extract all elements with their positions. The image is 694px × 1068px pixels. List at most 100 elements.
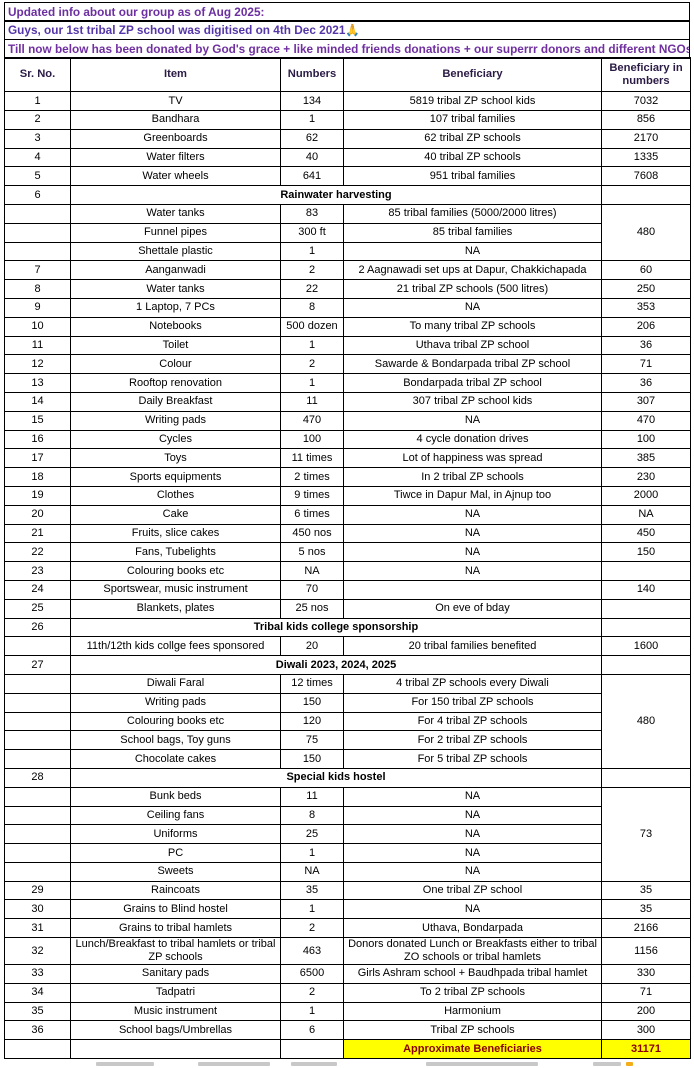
table-cell <box>4 861 71 882</box>
table-header-row: Sr. No. Item Numbers Beneficiary Benefic… <box>4 57 691 93</box>
table-cell: NA <box>343 523 602 544</box>
table-cell: Bunk beds <box>70 786 281 807</box>
table-cell: 23 <box>4 561 71 581</box>
table-cell: 12 times <box>280 673 344 694</box>
table-cell: Colour <box>70 354 281 375</box>
table-cell: 70 <box>280 579 344 600</box>
table-cell: 35 <box>601 899 691 920</box>
table-row: Colouring books etc 120 For 4 tribal ZP sc… <box>4 711 691 732</box>
table-cell: 85 tribal families (5000/2000 litres) <box>343 204 602 224</box>
table-row: 23 Colouring books etc NA NA <box>4 561 691 581</box>
table-cell: 2000 <box>601 485 691 506</box>
table-cell: 14 <box>4 391 71 412</box>
table-cell: 1600 <box>601 636 691 657</box>
table-cell: School bags, Toy guns <box>70 730 281 751</box>
col-header-item: Item <box>70 57 281 93</box>
table-cell: NA <box>280 561 344 581</box>
table-cell: Raincoats <box>70 880 281 901</box>
table-cell: 1 Laptop, 7 PCs <box>70 297 281 318</box>
table-cell <box>4 711 71 732</box>
table-cell: NA <box>343 899 602 920</box>
table-cell <box>601 767 691 788</box>
table-cell: 9 <box>4 297 71 318</box>
table-cell: Diwali Faral <box>70 673 281 694</box>
table-cell: 11th/12th kids collge fees sponsored <box>70 636 281 657</box>
table-cell: 470 <box>280 410 344 431</box>
table-row: 1 TV 134 5819 tribal ZP school kids 7032 <box>4 91 691 112</box>
table-cell: 15 <box>4 410 71 431</box>
table-cell <box>4 749 71 769</box>
table-cell: 2 <box>280 918 344 939</box>
table-cell: 20 <box>280 636 344 657</box>
table-cell: NA <box>343 241 602 262</box>
table-cell: For 150 tribal ZP schools <box>343 692 602 713</box>
table-cell: 71 <box>601 354 691 375</box>
table-cell: 31171 <box>601 1039 691 1059</box>
table-cell: 150 <box>280 692 344 713</box>
table-cell: Sportswear, music instrument <box>70 579 281 600</box>
table-row: 35 Music instrument 1 Harmonium 200 <box>4 1001 691 1022</box>
table-cell: 1 <box>280 843 344 863</box>
table-row: Chocolate cakes 150 For 5 tribal ZP school… <box>4 749 691 769</box>
table-cell: Aanganwadi <box>70 260 281 281</box>
table-cell: 2 times <box>280 467 344 487</box>
table-cell: NA <box>343 843 602 863</box>
table-cell: For 4 tribal ZP schools <box>343 711 602 732</box>
table-cell: Greenboards <box>70 128 281 149</box>
table-cell <box>343 579 602 600</box>
table-cell <box>601 598 691 619</box>
table-cell: 1 <box>280 1001 344 1022</box>
table-cell: 25 <box>280 824 344 845</box>
table-row: 28 Special kids hostel <box>4 767 691 788</box>
table-cell <box>601 185 691 205</box>
table-cell: Uthava tribal ZP school <box>343 335 602 356</box>
table-row: 11 Toilet 1 Uthava tribal ZP school 36 <box>4 335 691 356</box>
table-cell: Funnel pipes <box>70 222 281 243</box>
table-row: 16 Cycles 100 4 cycle donation drives 100 <box>4 429 691 450</box>
table-cell: 2 <box>280 982 344 1003</box>
table-cell: 28 <box>4 767 71 788</box>
table-cell: 22 <box>4 542 71 563</box>
table-cell: Tribal kids college sponsorship <box>70 617 602 638</box>
table-cell: Music instrument <box>70 1001 281 1022</box>
table-cell: Rooftop renovation <box>70 373 281 393</box>
table-cell: 463 <box>280 937 344 966</box>
table-cell: 8 <box>4 279 71 299</box>
table-cell: 40 tribal ZP schools <box>343 147 602 168</box>
table-cell: 30 <box>4 899 71 920</box>
table-row: 34 Tadpatri 2 To 2 tribal ZP schools 71 <box>4 982 691 1003</box>
table-row: 32 Lunch/Breakfast to tribal hamlets or t… <box>4 937 691 966</box>
table-cell: 206 <box>601 316 691 337</box>
table-row: 14 Daily Breakfast 11 307 tribal ZP school … <box>4 391 691 412</box>
col-header-sr-no: Sr. No. <box>4 57 71 93</box>
table-cell: 27 <box>4 655 71 675</box>
table-cell: 480 <box>601 673 691 769</box>
table-cell: Water tanks <box>70 279 281 299</box>
table-cell: Bondarpada tribal ZP school <box>343 373 602 393</box>
table-cell: NA <box>343 504 602 525</box>
table-cell: 21 tribal ZP schools (500 litres) <box>343 279 602 299</box>
table-row: School bags, Toy guns 75 For 2 tribal ZP s… <box>4 730 691 751</box>
table-cell <box>4 824 71 845</box>
table-cell: 480 <box>601 203 691 262</box>
table-cell <box>4 730 71 751</box>
table-cell: 60 <box>601 260 691 281</box>
table-cell: Water wheels <box>70 166 281 187</box>
table-cell: 5 nos <box>280 542 344 563</box>
table-cell: 200 <box>601 1001 691 1022</box>
table-cell: In 2 tribal ZP schools <box>343 467 602 487</box>
table-cell <box>4 786 71 807</box>
table-cell: Uniforms <box>70 824 281 845</box>
table-cell: 29 <box>4 880 71 901</box>
table-cell: 134 <box>280 91 344 112</box>
table-row: Bunk beds 11 NA 73 <box>4 786 691 882</box>
table-cell: 6500 <box>280 964 344 984</box>
table-cell: 6 times <box>280 504 344 525</box>
table-cell: 18 <box>4 467 71 487</box>
table-cell: Harmonium <box>343 1001 602 1022</box>
table-row: 27 Diwali 2023, 2024, 2025 <box>4 655 691 675</box>
table-cell <box>4 1039 71 1059</box>
table-cell: 450 <box>601 523 691 544</box>
table-row: 8 Water tanks 22 21 tribal ZP schools (500 … <box>4 279 691 299</box>
